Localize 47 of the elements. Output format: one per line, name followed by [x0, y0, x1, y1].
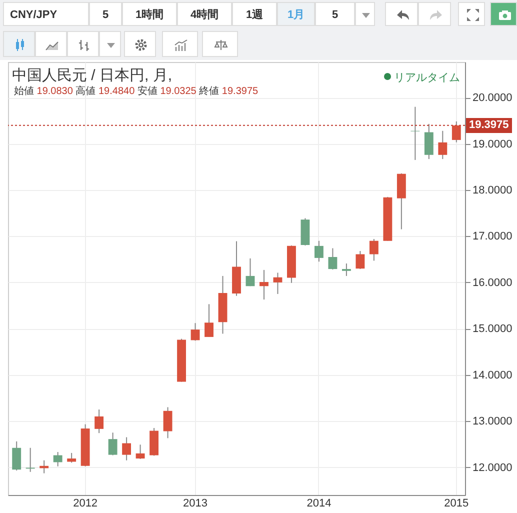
candlestick — [136, 444, 145, 460]
text: 1月 — [277, 2, 315, 26]
candlestick — [410, 106, 420, 160]
candlestick — [246, 258, 255, 287]
candlestick — [94, 409, 104, 434]
y-tick-label: 13.0000 — [472, 416, 512, 428]
y-tick-label: 14.0000 — [472, 369, 512, 382]
candlestick — [342, 262, 351, 276]
y-tick-label: 12.0000 — [472, 462, 512, 474]
candlestick — [328, 248, 338, 270]
candlestick — [273, 272, 282, 294]
candlestick — [26, 447, 35, 472]
candlestick — [314, 240, 324, 262]
candlestick — [452, 120, 461, 143]
annotation: リアルタイム — [393, 71, 460, 85]
x-tick-label: 2014 — [306, 498, 332, 510]
y-tick-label: 17.0000 — [472, 230, 512, 243]
candlestick — [190, 322, 200, 342]
candlestick — [369, 238, 378, 262]
text: 1時間 — [122, 2, 177, 26]
y-tick-label: 20.0000 — [472, 92, 512, 104]
x-tick-label: 2015 — [444, 498, 469, 510]
candlestick — [260, 269, 268, 300]
text: 5 — [315, 2, 355, 26]
x-tick-label: 2013 — [183, 498, 208, 510]
candlestick — [204, 304, 214, 338]
x-tick-label: 2012 — [73, 498, 98, 510]
y-tick-label: 16.0000 — [472, 276, 512, 289]
ref-line-label: 19.3975 — [466, 118, 512, 133]
text: CNY/JPY — [3, 2, 89, 26]
candlestick — [438, 130, 448, 160]
candlestick — [356, 250, 365, 270]
candlestick — [53, 452, 62, 467]
text: 4時間 — [177, 2, 232, 26]
y-tick-label: 15.0000 — [472, 323, 512, 336]
candlestick — [424, 123, 434, 160]
candlestick — [122, 436, 132, 461]
candlestick — [12, 440, 22, 472]
text: 5 — [89, 2, 122, 26]
y-tick-label: 19.0000 — [472, 138, 512, 150]
text: 始値 19.0830 高値 19.4840 安値 19.0325 終値 19.3975 — [14, 86, 258, 97]
candlestick — [108, 432, 118, 456]
candlestick — [163, 406, 172, 439]
y-tick-label: 18.0000 — [472, 184, 512, 197]
candlestick — [67, 452, 76, 464]
text: 1週 — [232, 2, 277, 26]
chart-title: 中国人民元 / 日本円, 月, — [12, 66, 172, 85]
